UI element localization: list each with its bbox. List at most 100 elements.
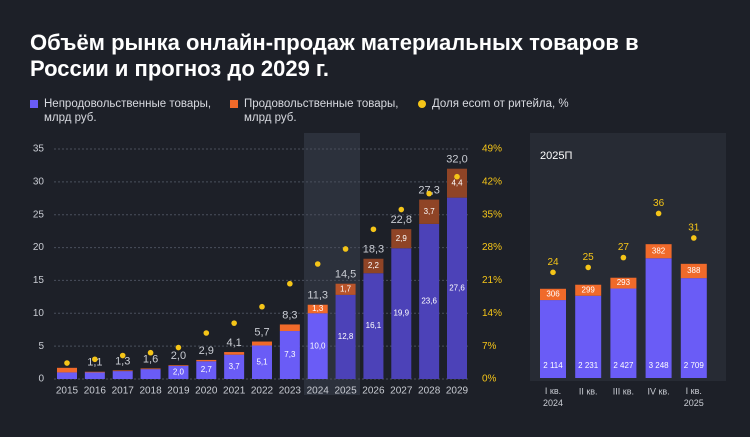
data-label: 27,6	[449, 283, 465, 292]
x-tick-label: 2026	[362, 386, 385, 397]
share-dot	[175, 344, 182, 351]
legend-entry: Доля ecom от ритейла, %	[418, 97, 632, 111]
legend-swatch	[230, 100, 238, 108]
share-dot	[259, 303, 265, 310]
y-tick-label: 10	[33, 308, 45, 319]
data-label: 299	[582, 285, 596, 294]
bar-segment	[252, 341, 272, 346]
share-label: 36	[653, 198, 665, 209]
data-label: 16,1	[366, 321, 382, 330]
share-dot	[147, 349, 154, 356]
data-label: 2,0	[173, 368, 185, 377]
bar-segment	[610, 277, 637, 289]
data-label: 19,9	[393, 309, 409, 318]
share-dot	[620, 254, 627, 261]
data-label: 2 427	[613, 361, 634, 370]
data-label: 1,3	[312, 304, 324, 313]
bar-segment	[140, 369, 161, 379]
total-label: 2,0	[171, 350, 186, 362]
bar-segment	[307, 304, 328, 314]
share-dot	[119, 352, 126, 359]
share-dot	[454, 173, 460, 180]
x-tick-label: 2027	[390, 386, 413, 397]
share-dot	[398, 206, 405, 213]
bar-segment	[307, 313, 328, 379]
y2-tick-label: 0%	[482, 374, 497, 385]
data-label: 2 114	[543, 361, 563, 370]
bar-segment	[363, 258, 384, 274]
x-tick-label: II кв.	[579, 386, 598, 396]
total-label: 32,0	[446, 154, 467, 166]
total-label: 14,5	[335, 269, 356, 281]
y-tick-label: 0	[38, 374, 44, 385]
panel-title: 2025П	[540, 150, 572, 162]
data-label: 4,4	[451, 178, 463, 187]
data-label: 23,6	[421, 297, 437, 306]
bar-segment	[140, 368, 161, 370]
bar-segment	[57, 367, 77, 373]
data-label: 2 231	[578, 361, 599, 370]
x-tick-label: 2017	[112, 386, 135, 397]
bar-segment	[335, 283, 356, 295]
bar-segment	[84, 371, 105, 373]
bar-segment	[168, 365, 189, 379]
bar-segment	[575, 284, 602, 296]
legend-entry: Непродовольственные товары, млрд руб.	[30, 97, 224, 125]
bar-segment	[168, 365, 189, 366]
y-tick-label: 15	[33, 275, 45, 286]
total-label: 1,3	[115, 355, 130, 367]
bar-segment	[391, 229, 412, 249]
x-tick-label: 2019	[167, 386, 190, 397]
share-label: 27	[618, 242, 630, 253]
y2-tick-label: 42%	[482, 176, 502, 187]
bar-segment	[419, 199, 440, 224]
share-dot	[231, 320, 237, 326]
data-label: 3 248	[649, 361, 670, 370]
data-label: 10,0	[310, 341, 326, 350]
total-label: 1,6	[143, 353, 158, 365]
y2-tick-label: 21%	[482, 275, 502, 286]
y2-tick-label: 35%	[482, 209, 502, 220]
data-label: 293	[617, 278, 631, 287]
total-label: 2,9	[199, 345, 214, 357]
share-dot	[426, 190, 432, 197]
share-dot	[691, 235, 697, 241]
share-dot	[370, 226, 377, 233]
bar-segment	[391, 248, 412, 379]
data-label: 3,7	[229, 362, 241, 371]
x-tick-label: I кв. 2024	[543, 386, 563, 408]
bar-segment	[645, 244, 672, 259]
bar-segment	[610, 288, 637, 378]
x-tick-label: 2029	[446, 386, 469, 397]
share-dot	[203, 330, 210, 336]
legend-entry: Продовольственные товары, млрд руб.	[230, 97, 414, 125]
share-dot	[92, 356, 98, 363]
data-label: 388	[687, 266, 701, 275]
bar-segment	[224, 352, 245, 355]
y-tick-label: 20	[33, 242, 45, 253]
total-label: 8,3	[282, 309, 297, 321]
x-tick-label: 2016	[84, 386, 107, 397]
total-label: 22,8	[391, 214, 412, 226]
bar-segment	[279, 331, 300, 379]
bar-segment	[447, 197, 467, 379]
total-label: 18,3	[363, 244, 384, 256]
bar-segment	[224, 354, 245, 379]
data-label: 5,1	[256, 357, 268, 366]
y-tick-label: 35	[33, 144, 45, 155]
chart-title: Объём рынка онлайн-продаж материальных т…	[30, 30, 639, 81]
x-tick-label: IV кв.	[647, 386, 669, 396]
total-label: 1,1	[87, 357, 102, 369]
bar-segment	[335, 294, 356, 379]
bar-segment	[112, 370, 133, 372]
bar-segment	[112, 371, 133, 379]
data-label: 7,3	[284, 350, 296, 359]
data-label: 12,8	[338, 332, 354, 341]
y-tick-label: 30	[33, 176, 45, 187]
y2-tick-label: 7%	[482, 341, 497, 352]
share-dot	[585, 264, 591, 271]
x-tick-label: 2021	[223, 386, 246, 397]
data-label: 3,7	[424, 207, 436, 216]
legend-label: Продовольственные товары, млрд руб.	[244, 98, 399, 124]
